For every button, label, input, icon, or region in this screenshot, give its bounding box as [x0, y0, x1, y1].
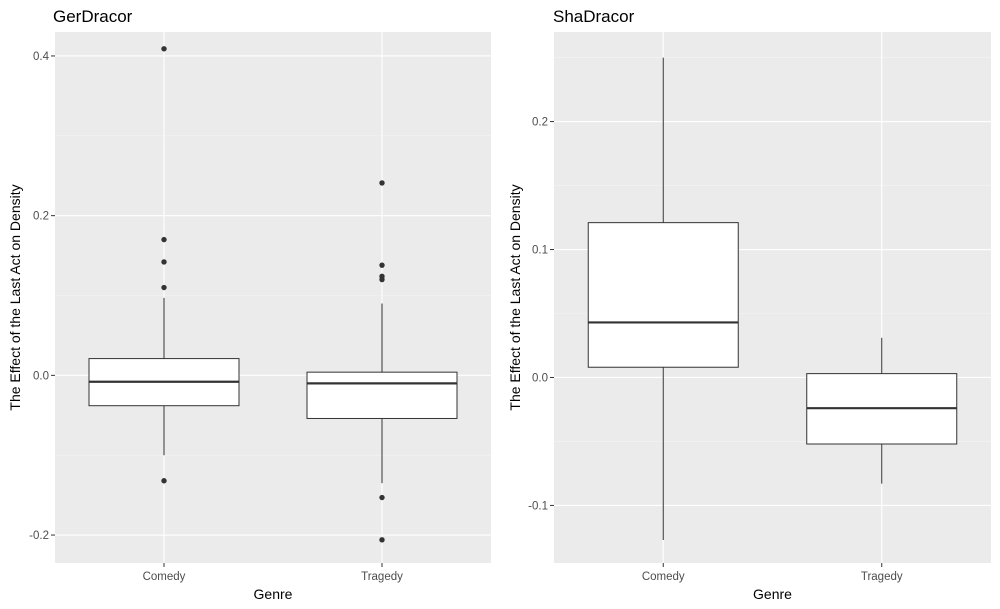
plot-title: ShaDracor: [553, 7, 635, 26]
outlier-point: [379, 494, 385, 501]
outlier-point: [161, 236, 167, 243]
y-tick-label: 0.4: [33, 51, 50, 63]
panel-background: [55, 32, 491, 563]
y-tick-label: -0.1: [528, 500, 548, 512]
box-iqr: [587, 222, 739, 368]
x-axis-title: Genre: [753, 586, 792, 602]
y-axis-title: The Effect of the Last Act on Density: [507, 184, 523, 410]
x-tick-label: Tragedy: [861, 571, 903, 583]
outlier-point: [161, 478, 167, 484]
box-comedy: [587, 57, 739, 540]
y-tick-label: 0.1: [532, 245, 548, 257]
outlier-point: [379, 180, 385, 186]
outlier-point: [379, 262, 385, 268]
y-tick-label: 0.0: [33, 370, 49, 382]
x-axis-title: Genre: [254, 586, 293, 602]
outlier-point: [379, 537, 385, 543]
box-tragedy: [306, 180, 458, 543]
x-tick-label: Comedy: [143, 571, 186, 583]
outlier-point: [161, 259, 167, 265]
outlier-point: [161, 46, 167, 52]
y-tick-label: 0.0: [532, 372, 548, 384]
y-tick-label: 0.2: [33, 211, 49, 223]
plot-title: GerDracor: [53, 7, 133, 26]
panel-shadracor: -0.1 0.0 0.1 0.2 Comedy Tragedy Genre The Effec…: [507, 7, 991, 602]
box-tragedy: [806, 337, 958, 484]
box-iqr: [306, 371, 458, 419]
box-comedy: [88, 46, 240, 484]
y-tick-label: 0.2: [532, 117, 548, 129]
outlier-point: [161, 284, 167, 291]
y-tick-label: -0.2: [29, 530, 49, 542]
outlier-point: [379, 276, 385, 283]
x-tick-label: Tragedy: [361, 571, 403, 583]
y-axis-title: The Effect of the Last Act on Density: [7, 184, 23, 410]
x-tick-label: Comedy: [642, 571, 685, 583]
panel-gerdracor: -0.2 0.0 0.2 0.4 Comedy Tragedy Genre The Effec…: [7, 7, 491, 602]
